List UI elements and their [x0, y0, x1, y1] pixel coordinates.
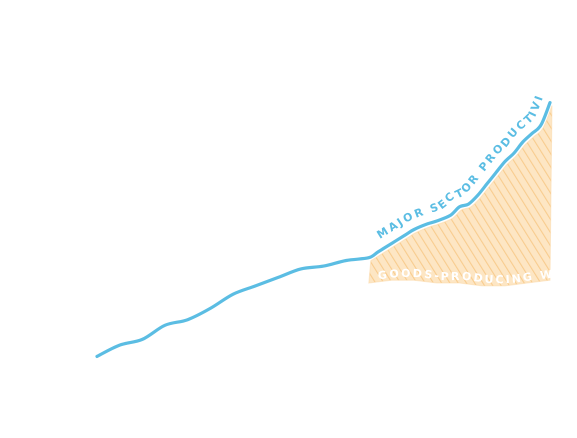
productivity-line-path: [95, 101, 552, 358]
goods-producing-workers-fill: [368, 105, 553, 287]
major-sector-productivity-line: [95, 101, 552, 358]
goods-producing-workers-area: [368, 105, 553, 287]
